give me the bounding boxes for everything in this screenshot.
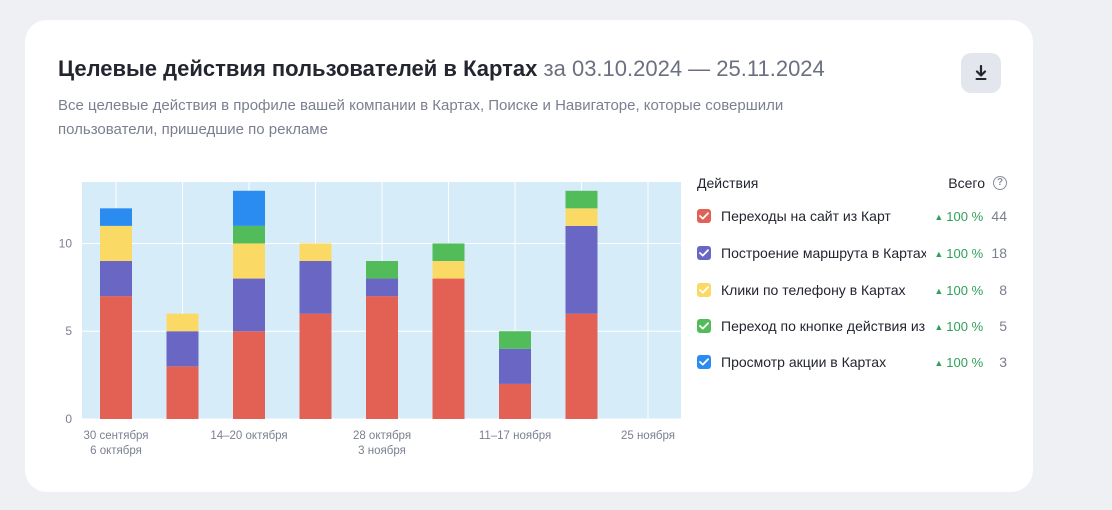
legend-item[interactable]: Просмотр акции в Картах ▲ 100 % 3 — [697, 352, 1007, 372]
bar-segment[interactable] — [366, 278, 398, 297]
legend-item-total: 5 — [999, 318, 1007, 334]
legend-item-change: ▲ 100 % — [926, 282, 984, 298]
x-tick-label: 25 ноября — [621, 430, 675, 442]
y-tick-label: 10 — [59, 236, 73, 250]
legend-item-change-value: 100 % — [946, 354, 984, 370]
legend: Действия Всего ? Переходы на сайт из Кар… — [697, 174, 1007, 370]
bar-segment[interactable] — [100, 261, 132, 297]
bar-segment[interactable] — [233, 278, 265, 332]
stacked-bar-chart: 0 5 10 30 сентября 6 октября 14–20 октября 28 … — [59, 182, 681, 457]
legend-item-change-value: 100 % — [946, 318, 984, 334]
x-tick-label: 28 октября — [353, 430, 411, 442]
legend-item-change-value: 100 % — [946, 282, 984, 298]
bar-segment[interactable] — [100, 208, 132, 226]
bar-segment[interactable] — [565, 208, 598, 226]
legend-item-total: 8 — [999, 282, 1007, 298]
legend-item-label: Построение маршрута в Картах — [721, 245, 926, 261]
card-subtitle: Все целевые действия в профиле вашей ком… — [58, 97, 784, 138]
legend-item-change: ▲ 100 % — [926, 208, 984, 224]
bar-segment[interactable] — [499, 331, 531, 349]
x-tick-label-second-line: 6 октября — [90, 445, 142, 457]
legend-item[interactable]: Клики по телефону в Картах ▲ 100 % 8 — [697, 280, 1007, 300]
x-tick-label: 11–17 ноября — [479, 430, 551, 442]
download-icon — [975, 65, 987, 80]
bar-segment[interactable] — [299, 313, 332, 419]
bar-segment[interactable] — [432, 261, 465, 279]
x-tick-label: 30 сентября — [83, 430, 148, 442]
y-tick-label: 5 — [65, 324, 72, 338]
x-tick-label: 14–20 октября — [210, 430, 287, 442]
legend-item-total: 3 — [999, 354, 1007, 370]
legend-total-header: Всего — [948, 175, 985, 191]
legend-actions-header: Действия — [697, 175, 759, 191]
legend-item-change-value: 100 % — [946, 245, 984, 261]
bar-segment[interactable] — [100, 225, 132, 261]
bar-segment[interactable] — [499, 383, 531, 419]
checkbox-checked-icon[interactable] — [697, 355, 711, 369]
download-button[interactable] — [961, 53, 1001, 93]
bar-segment[interactable] — [166, 313, 199, 332]
bar-segment[interactable] — [565, 313, 598, 419]
checkbox-checked-icon[interactable] — [697, 246, 711, 260]
legend-item-label: Просмотр акции в Картах — [721, 354, 887, 370]
legend-item-change-value: 100 % — [946, 208, 984, 224]
legend-item-label: Переходы на сайт из Карт — [721, 208, 891, 224]
legend-header: Действия Всего ? — [697, 174, 1007, 192]
title-period: за 03.10.2024 — 25.11.2024 — [543, 56, 825, 81]
bar-segment[interactable] — [166, 366, 199, 419]
bar-segment[interactable] — [565, 225, 598, 314]
checkbox-checked-icon[interactable] — [697, 209, 711, 223]
arrow-up-icon: ▲ — [934, 285, 944, 296]
question-circle-icon[interactable]: ? — [993, 176, 1007, 190]
bar-segment[interactable] — [432, 278, 465, 419]
legend-item-label: Клики по телефону в Картах — [721, 282, 906, 298]
bar-segment[interactable] — [100, 296, 132, 419]
checkbox-checked-icon[interactable] — [697, 283, 711, 297]
bar-segment[interactable] — [565, 190, 598, 209]
bar-segment[interactable] — [366, 296, 398, 419]
y-tick-label: 0 — [65, 412, 72, 426]
bar-segment[interactable] — [233, 225, 265, 244]
legend-item[interactable]: Переход по кнопке действия из Карт▲100 %… — [697, 316, 1007, 336]
legend-item[interactable]: Построение маршрута в Картах ▲ 100 % 18 — [697, 243, 1007, 263]
legend-item[interactable]: Переходы на сайт из Карт ▲ 100 % 44 — [697, 206, 1007, 226]
bar-segment[interactable] — [432, 243, 465, 261]
bar-segment[interactable] — [233, 331, 265, 419]
card-title: Целевые действия пользователей в Картах … — [58, 56, 825, 82]
bar-segment[interactable] — [499, 348, 531, 384]
bar-segment[interactable] — [299, 261, 332, 314]
legend-item-change: ▲ 100 % — [926, 354, 984, 370]
arrow-up-icon: ▲ — [934, 211, 944, 222]
bar-segment[interactable] — [366, 261, 398, 279]
arrow-up-icon: ▲ — [934, 248, 944, 259]
bar-segment[interactable] — [166, 331, 199, 367]
bar-segment[interactable] — [299, 243, 332, 261]
x-tick-label-second-line: 3 ноября — [358, 445, 406, 457]
actions-card: Целевые действия пользователей в Картах … — [25, 20, 1033, 492]
legend-item-change: ▲ 100 % — [926, 245, 984, 261]
legend-item-label: Переход по кнопке действия из Карт — [721, 318, 926, 334]
bar-segment[interactable] — [233, 243, 265, 279]
arrow-up-icon: ▲ — [934, 321, 944, 332]
legend-item-total: 44 — [991, 208, 1007, 224]
legend-item-change: ▲ 100 % — [926, 318, 984, 334]
legend-item-total: 18 — [991, 245, 1007, 261]
arrow-up-icon: ▲ — [934, 357, 944, 368]
title-main: Целевые действия пользователей в Картах — [58, 56, 538, 81]
checkbox-checked-icon[interactable] — [697, 319, 711, 333]
bar-segment[interactable] — [233, 190, 265, 226]
